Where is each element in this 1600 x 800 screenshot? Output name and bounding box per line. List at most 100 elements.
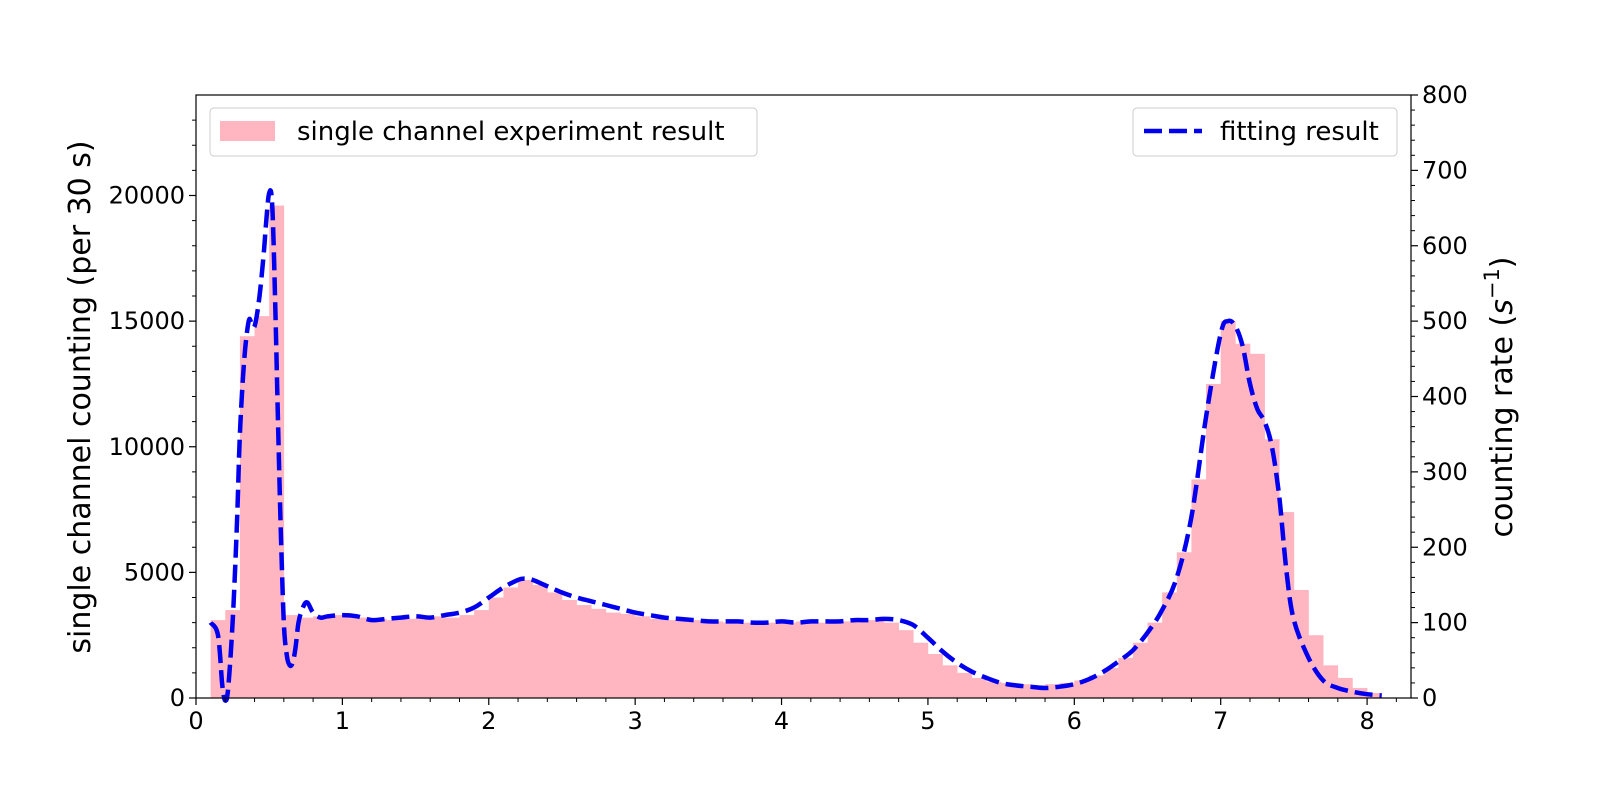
right-y-axis-ticks: 0 100 200 300 400 500 600 700 800 xyxy=(1411,81,1468,712)
right-y-tick-label: 300 xyxy=(1422,458,1468,486)
histogram-bar xyxy=(605,612,621,698)
right-y-axis-label: counting rate (s−1) xyxy=(1480,256,1520,537)
right-y-axis-label-unit: s xyxy=(1485,299,1520,315)
right-y-tick-label: 800 xyxy=(1422,81,1468,109)
histogram-bar xyxy=(913,642,929,698)
histogram-bar xyxy=(1249,353,1265,698)
histogram-bar xyxy=(869,620,885,698)
histogram-bar xyxy=(488,597,504,698)
histogram-bar xyxy=(649,618,665,698)
fitting-curve xyxy=(208,188,1382,703)
histogram-bar xyxy=(1103,667,1119,698)
legend-experiment: single channel experiment result xyxy=(209,107,758,157)
histogram-bar xyxy=(927,654,943,698)
x-tick-label: 3 xyxy=(628,707,643,735)
x-tick-label: 8 xyxy=(1359,707,1374,735)
histogram-bar xyxy=(722,622,738,698)
histogram-bar xyxy=(1147,622,1163,698)
histogram-bar xyxy=(327,615,343,698)
legend-experiment-box xyxy=(209,107,758,157)
x-axis-ticks: 0 1 2 3 4 5 6 7 8 xyxy=(188,698,1397,735)
histogram-bar xyxy=(942,665,958,698)
histogram-bar xyxy=(1367,692,1383,698)
histogram-bar xyxy=(840,621,856,698)
histogram-bar xyxy=(430,616,446,698)
histogram-bar xyxy=(854,620,870,698)
histogram-bar xyxy=(386,620,402,698)
histogram-bar xyxy=(971,677,987,698)
histogram-bar xyxy=(810,622,826,698)
left-y-tick-label: 0 xyxy=(170,684,185,712)
x-tick-label: 7 xyxy=(1213,707,1228,735)
histogram-bar xyxy=(239,336,255,698)
right-y-tick-label: 200 xyxy=(1422,533,1468,561)
histogram-bar xyxy=(400,618,416,698)
histogram-bar xyxy=(1191,479,1207,698)
histogram-bar xyxy=(1088,675,1104,698)
right-y-tick-label: 600 xyxy=(1422,232,1468,260)
left-y-tick-label: 5000 xyxy=(124,558,185,586)
histogram-bar xyxy=(1206,383,1221,698)
histogram-bar xyxy=(269,205,285,699)
legend-fit: fitting result xyxy=(1132,107,1398,157)
histogram-bar xyxy=(444,617,460,698)
x-tick-label: 2 xyxy=(481,707,496,735)
right-y-axis-label-exponent: −1 xyxy=(1480,268,1504,299)
histogram-bar xyxy=(1118,657,1134,698)
histogram-bar xyxy=(1132,642,1148,698)
histogram-bar xyxy=(415,617,431,698)
histogram-bar xyxy=(561,600,577,698)
histogram-bar xyxy=(635,616,651,698)
legend-fit-box xyxy=(1132,107,1398,157)
histogram-bar xyxy=(957,672,973,698)
histogram-bar xyxy=(1074,680,1090,698)
histogram-bar xyxy=(357,617,372,698)
histogram-bar xyxy=(459,615,475,698)
histogram-bar xyxy=(254,316,270,698)
histogram-bars xyxy=(210,205,1383,699)
histogram-bar xyxy=(1235,343,1251,698)
left-y-tick-label: 15000 xyxy=(109,307,185,335)
histogram-bar xyxy=(1323,665,1339,698)
histogram-bar xyxy=(679,620,695,698)
x-tick-label: 1 xyxy=(335,707,350,735)
histogram-bar xyxy=(313,616,329,698)
histogram-bar xyxy=(1162,592,1178,698)
histogram-bar xyxy=(1220,321,1236,698)
left-y-tick-label: 10000 xyxy=(109,433,185,461)
x-tick-label: 4 xyxy=(774,707,789,735)
histogram-bar xyxy=(884,622,899,698)
histogram-bar xyxy=(737,622,753,698)
right-y-tick-label: 400 xyxy=(1422,383,1468,411)
legend-fit-label: fitting result xyxy=(1220,117,1379,147)
legend-experiment-swatch xyxy=(220,121,275,141)
histogram-bar xyxy=(474,610,490,698)
histogram-bar xyxy=(752,622,768,698)
histogram-bar xyxy=(1293,589,1309,698)
histogram-bar xyxy=(298,617,314,698)
histogram-bar xyxy=(576,605,592,698)
histogram-bar xyxy=(664,620,680,698)
right-y-tick-label: 500 xyxy=(1422,307,1468,335)
histogram-bar xyxy=(547,592,563,698)
histogram-bar xyxy=(708,621,724,698)
x-tick-label: 6 xyxy=(1067,707,1082,735)
right-y-tick-label: 100 xyxy=(1422,609,1468,637)
right-y-axis-label-main: counting rate ( xyxy=(1485,315,1520,538)
histogram-bar xyxy=(1264,439,1280,698)
histogram-bar xyxy=(532,584,548,698)
histogram-bar xyxy=(518,579,533,698)
right-y-tick-label: 700 xyxy=(1422,156,1468,184)
histogram-bar xyxy=(503,587,519,698)
histogram-bar xyxy=(825,621,841,698)
histogram-bar xyxy=(796,621,812,698)
x-tick-label: 5 xyxy=(920,707,935,735)
histogram-bar xyxy=(986,681,1002,698)
histogram-bar xyxy=(591,608,607,698)
histogram-bar xyxy=(371,618,387,698)
legend-experiment-label: single channel experiment result xyxy=(297,117,725,147)
histogram-bar xyxy=(1308,635,1324,698)
histogram-bar xyxy=(620,613,636,698)
histogram-bar xyxy=(1176,552,1192,698)
